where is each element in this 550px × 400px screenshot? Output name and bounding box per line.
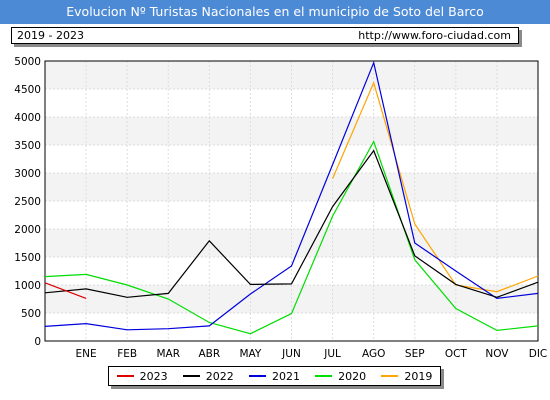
y-tick-label: 4000: [14, 112, 41, 124]
legend-label: 2023: [139, 369, 168, 383]
source-url: http://www.foro-ciudad.com: [358, 29, 511, 42]
x-tick-label: OCT: [445, 348, 468, 360]
x-axis-ticks: ENE FEB MAR ABR MAY JUN JUL AGO SEP OCT NOV DIC: [76, 348, 548, 360]
legend-label: 2020: [338, 369, 367, 383]
legend-label: 2019: [404, 369, 433, 383]
x-tick-label: DIC: [529, 348, 548, 360]
legend-item-2020: 2020: [315, 370, 366, 383]
legend-swatch: [116, 375, 134, 377]
y-tick-label: 3500: [14, 140, 41, 152]
x-tick-label: AGO: [362, 348, 385, 360]
y-axis-ticks: 0 500 1000 1500 2000 2500 3000 3500 4000 4500 5000: [14, 56, 41, 348]
legend-label: 2021: [271, 369, 300, 383]
y-tick-label: 1000: [14, 280, 41, 292]
y-tick-label: 2000: [14, 224, 41, 236]
period-label: 2019 - 2023: [17, 29, 84, 42]
legend-swatch: [182, 375, 200, 377]
y-tick-label: 4500: [14, 84, 41, 96]
legend: 2023 2022 2021 2020 2019: [108, 366, 441, 386]
x-tick-label: ENE: [76, 348, 97, 360]
legend-swatch: [315, 375, 333, 377]
grid-lines: [45, 60, 538, 342]
y-tick-label: 0: [34, 336, 41, 348]
y-tick-label: 5000: [14, 56, 41, 68]
x-tick-label: JUL: [323, 348, 341, 360]
series-line-2019: [332, 81, 539, 293]
chart-title: Evolucion Nº Turistas Nacionales en el m…: [0, 0, 550, 24]
legend-item-2022: 2022: [182, 369, 234, 383]
x-tick-label: JUN: [281, 348, 301, 360]
series-line-2020: [44, 140, 539, 335]
x-tick-label: MAY: [239, 348, 261, 360]
legend-item-2023: 2023: [116, 369, 168, 383]
legend-item-2019: 2019: [381, 370, 432, 383]
y-tick-label: 2500: [14, 196, 41, 208]
series-line-2023: [44, 282, 87, 299]
info-bar: 2019 - 2023 http://www.foro-ciudad.com: [11, 27, 519, 44]
legend-label: 2022: [205, 369, 234, 383]
x-tick-label: FEB: [117, 348, 137, 360]
legend-swatch: [381, 375, 399, 377]
legend-swatch: [248, 375, 266, 377]
series-line-2021: [44, 60, 539, 331]
x-tick-label: NOV: [485, 348, 509, 360]
x-tick-label: ABR: [198, 348, 220, 360]
legend-item-2021: 2021: [248, 369, 300, 383]
series-line-2022: [44, 149, 539, 298]
y-tick-label: 1500: [14, 252, 41, 264]
plot-border: [44, 60, 539, 342]
y-tick-label: 3000: [14, 168, 41, 180]
x-tick-label: SEP: [405, 348, 425, 360]
y-tick-label: 500: [21, 308, 41, 320]
x-tick-label: MAR: [156, 348, 180, 360]
series-lines: [44, 60, 539, 335]
